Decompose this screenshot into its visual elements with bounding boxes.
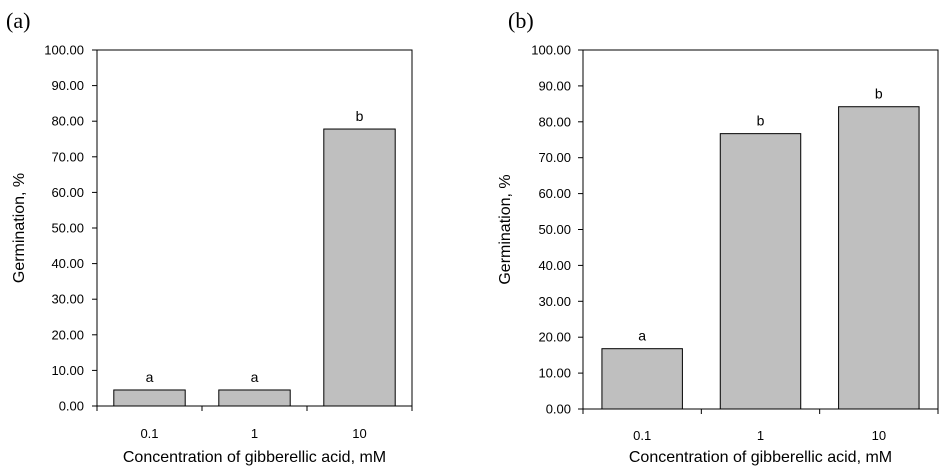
chart-panel-a: (a) 0.00 10.00 20.00 30.00 40.00 50.00 60.00 70.… bbox=[6, 8, 413, 466]
y-axis-title: Germination, % bbox=[497, 174, 514, 284]
y-tick-label: 80.00 bbox=[538, 114, 571, 129]
y-tick-label: 70.00 bbox=[51, 149, 84, 164]
bar-data-label: b bbox=[757, 113, 765, 129]
panel-label: (a) bbox=[6, 8, 30, 33]
y-tick-label: 90.00 bbox=[538, 78, 571, 93]
bar-data-label: b bbox=[875, 86, 883, 102]
y-tick-label: 0.00 bbox=[59, 399, 84, 414]
panel-label: (b) bbox=[508, 8, 534, 33]
bar-data-label: a bbox=[251, 369, 259, 385]
y-tick-label: 60.00 bbox=[51, 185, 84, 200]
y-tick-label: 60.00 bbox=[538, 186, 571, 201]
bar bbox=[113, 389, 186, 407]
x-category-label: 10 bbox=[352, 426, 366, 441]
bar bbox=[719, 133, 802, 410]
y-tick-label: 30.00 bbox=[51, 292, 84, 307]
x-axis-title: Concentration of gibberellic acid, mM bbox=[629, 449, 892, 466]
y-tick-label: 70.00 bbox=[538, 150, 571, 165]
x-category-label: 0.1 bbox=[140, 426, 158, 441]
y-tick-label: 10.00 bbox=[538, 366, 571, 381]
y-tick-label: 100.00 bbox=[44, 43, 84, 58]
x-category-label: 1 bbox=[757, 428, 764, 443]
bar bbox=[218, 389, 291, 407]
y-tick-label: 50.00 bbox=[51, 221, 84, 236]
bar-data-label: b bbox=[356, 108, 364, 124]
x-category-label: 1 bbox=[251, 426, 258, 441]
y-tick-label: 20.00 bbox=[538, 330, 571, 345]
bar bbox=[838, 106, 920, 410]
y-tick-label: 20.00 bbox=[51, 327, 84, 342]
y-tick-label: 40.00 bbox=[538, 258, 571, 273]
y-tick-label: 90.00 bbox=[51, 78, 84, 93]
x-category-label: 0.1 bbox=[633, 428, 651, 443]
x-axis-title: Concentration of gibberellic acid, mM bbox=[123, 449, 386, 466]
bar-data-label: a bbox=[638, 328, 646, 344]
y-axis-title: Germination, % bbox=[11, 173, 28, 283]
y-tick-label: 40.00 bbox=[51, 256, 84, 271]
y-tick-label: 10.00 bbox=[51, 363, 84, 378]
bar-data-label: a bbox=[146, 369, 154, 385]
y-tick-label: 30.00 bbox=[538, 294, 571, 309]
x-category-label: 10 bbox=[872, 428, 886, 443]
y-tick-label: 100.00 bbox=[531, 43, 571, 58]
chart-panel-b: (b) 0.00 10.00 20.00 30.00 40.00 50.00 60.00 70.… bbox=[497, 8, 939, 466]
y-tick-label: 50.00 bbox=[538, 222, 571, 237]
y-tick-label: 80.00 bbox=[51, 114, 84, 129]
y-tick-label: 0.00 bbox=[546, 402, 571, 417]
bar bbox=[323, 128, 396, 407]
bar bbox=[601, 348, 683, 410]
